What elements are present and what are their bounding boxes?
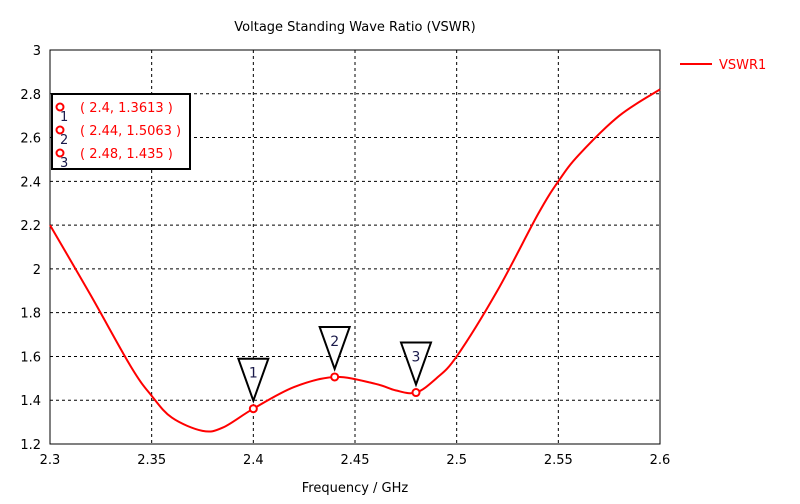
y-tick-label: 1.2	[20, 438, 41, 453]
marker-point-3	[411, 388, 421, 398]
y-tick-label: 1.8	[20, 307, 41, 322]
x-tick-label: 2.55	[544, 453, 573, 468]
x-tick-label: 2.6	[650, 453, 671, 468]
readout-marker-id-1: 1	[60, 110, 68, 125]
x-tick-label: 2.3	[40, 453, 61, 468]
readout-value-3: ( 2.48, 1.435 )	[80, 147, 173, 162]
x-tick-label: 2.35	[137, 453, 166, 468]
y-tick-label: 3	[33, 44, 41, 59]
marker-readout-box	[51, 93, 191, 170]
x-tick-label: 2.4	[243, 453, 264, 468]
y-tick-label: 1.4	[20, 394, 41, 409]
marker-flag-label-3: 3	[412, 350, 421, 366]
marker-flag-label-2: 2	[330, 334, 339, 350]
readout-marker-icon-2	[55, 125, 65, 135]
readout-marker-id-2: 2	[60, 133, 68, 148]
readout-marker-icon-1	[55, 102, 65, 112]
readout-marker-icon-3	[55, 148, 65, 158]
marker-flag-2	[318, 325, 352, 372]
chart-title: Voltage Standing Wave Ratio (VSWR)	[234, 20, 475, 35]
plot-frame	[49, 49, 661, 445]
marker-flag-label-1: 1	[249, 366, 258, 382]
y-tick-label: 2.4	[20, 175, 41, 190]
x-axis-label: Frequency / GHz	[302, 481, 409, 496]
marker-flag-3	[399, 341, 433, 388]
x-tick-label: 2.5	[446, 453, 467, 468]
readout-value-1: ( 2.4, 1.3613 )	[80, 101, 173, 116]
readout-value-2: ( 2.44, 1.5063 )	[80, 124, 181, 139]
series-line-vswr1	[49, 88, 661, 433]
y-tick-label: 2.6	[20, 132, 41, 147]
readout-marker-id-3: 3	[60, 156, 68, 171]
marker-point-1	[248, 404, 258, 414]
y-tick-label: 2.2	[20, 219, 41, 234]
marker-flag-1	[236, 357, 270, 404]
y-tick-label: 1.6	[20, 350, 41, 365]
y-tick-label: 2.8	[20, 88, 41, 103]
marker-point-2	[330, 372, 340, 382]
legend-label-vswr1[interactable]: VSWR1	[719, 58, 766, 73]
x-tick-label: 2.45	[341, 453, 370, 468]
y-tick-label: 2	[33, 263, 41, 278]
